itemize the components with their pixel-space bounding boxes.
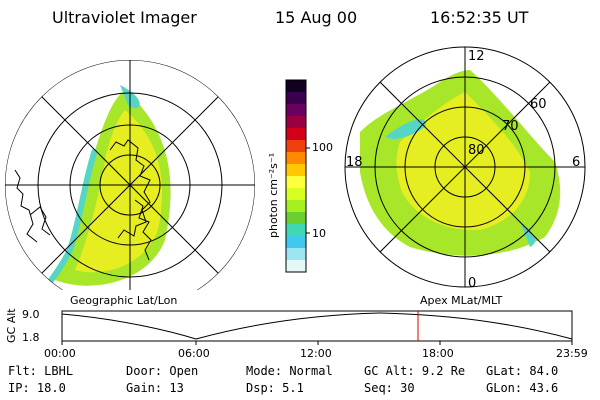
info-gain: Gain: 13	[126, 381, 184, 395]
colorbar-tick-100: 100	[312, 141, 333, 154]
colorbar-tick-10: 10	[312, 227, 326, 240]
colorbar-swatch	[286, 200, 306, 213]
geographic-projection-label: Geographic Lat/Lon	[70, 294, 178, 307]
timeline-xtick-2: 12:00	[300, 347, 332, 360]
polar-plot: 12 6 0 18 80 70 60	[344, 46, 586, 291]
date-label: 15 Aug 00	[275, 8, 358, 27]
mlt-label-0: 0	[468, 276, 476, 291]
info-dsp: Dsp: 5.1	[246, 381, 304, 395]
mlt-label-6: 6	[572, 155, 580, 170]
colorbar-unit-label: photon cm⁻²s⁻¹	[267, 153, 280, 238]
info-glon: GLon: 43.6	[486, 381, 559, 395]
lat-label-80: 80	[468, 143, 485, 158]
info-ip: IP: 18.0	[8, 381, 66, 395]
colorbar-swatch	[286, 188, 306, 201]
info-seq: Seq: 30	[364, 381, 415, 395]
time-label: 16:52:35 UT	[430, 8, 529, 27]
colorbar-swatch	[286, 224, 306, 237]
mlt-label-18: 18	[346, 155, 363, 170]
timeline-xtick-1: 06:00	[178, 347, 210, 360]
colorbar-swatch	[286, 92, 306, 105]
lat-label-70: 70	[502, 119, 519, 134]
timeline-xtick-4: 23:59	[556, 347, 588, 360]
lat-label-60: 60	[530, 97, 547, 112]
colorbar-swatch	[286, 260, 306, 273]
colorbar-swatch	[286, 248, 306, 261]
timeline-ylabel: GC Alt	[5, 308, 18, 343]
info-flt: Flt: LBHL	[8, 364, 74, 378]
timeline-xtick-0: 00:00	[44, 347, 76, 360]
info-gc-alt: GC Alt: 9.2 Re	[364, 364, 466, 378]
apex-projection-label: Apex MLat/MLT	[420, 294, 503, 307]
info-mode: Mode: Normal	[246, 364, 333, 378]
colorbar-swatch	[286, 152, 306, 165]
colorbar-swatch	[286, 236, 306, 249]
info-door: Door: Open	[126, 364, 199, 378]
colorbar-swatch	[286, 128, 306, 141]
colorbar-swatch	[286, 164, 306, 177]
colorbar: 100 10 photon cm⁻²s⁻¹	[267, 79, 333, 273]
geographic-image	[5, 60, 255, 290]
orbit-timeline: 9.0 1.8 GC Alt 00:00 06:00 12:00 18:00 2…	[5, 308, 588, 360]
colorbar-swatch	[286, 176, 306, 189]
colorbar-swatch	[286, 116, 306, 129]
colorbar-swatch	[286, 140, 306, 153]
mlt-label-12: 12	[468, 49, 485, 64]
colorbar-swatch	[286, 212, 306, 225]
timeline-xtick-3: 18:00	[422, 347, 454, 360]
app-title: Ultraviolet Imager	[52, 8, 197, 27]
info-glat: GLat: 84.0	[486, 364, 559, 378]
colorbar-swatch	[286, 104, 306, 117]
colorbar-swatch	[286, 80, 306, 93]
timeline-ytick-min: 1.8	[22, 331, 40, 344]
timeline-ytick-max: 9.0	[22, 308, 40, 321]
